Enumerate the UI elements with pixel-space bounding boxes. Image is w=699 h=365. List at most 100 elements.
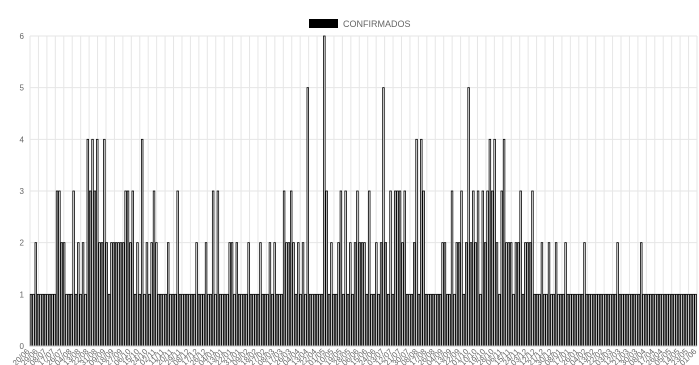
bar[interactable] <box>441 242 444 347</box>
bar[interactable] <box>379 242 383 347</box>
bar[interactable] <box>55 190 59 347</box>
bar[interactable] <box>150 242 153 347</box>
bar[interactable] <box>495 242 499 347</box>
bar[interactable] <box>491 190 494 347</box>
bar[interactable] <box>569 293 572 347</box>
bar[interactable] <box>93 190 97 347</box>
bar[interactable] <box>377 293 380 347</box>
bar[interactable] <box>358 242 361 347</box>
bar[interactable] <box>58 190 61 347</box>
bar[interactable] <box>528 242 532 347</box>
bar[interactable] <box>181 293 184 347</box>
bar[interactable] <box>320 293 324 347</box>
bar[interactable] <box>221 293 224 347</box>
bar[interactable] <box>41 293 45 347</box>
bar[interactable] <box>474 242 477 347</box>
bar[interactable] <box>39 293 42 347</box>
bar[interactable] <box>465 242 468 347</box>
bar[interactable] <box>602 293 605 347</box>
bar[interactable] <box>578 293 581 347</box>
bar[interactable] <box>230 242 234 347</box>
bar[interactable] <box>112 242 115 347</box>
bar[interactable] <box>337 242 340 347</box>
bar[interactable] <box>318 293 321 347</box>
bar[interactable] <box>228 242 231 347</box>
bar[interactable] <box>164 293 168 347</box>
bar[interactable] <box>133 293 137 347</box>
bar[interactable] <box>498 293 501 347</box>
bar[interactable] <box>285 242 288 347</box>
bar[interactable] <box>517 242 520 347</box>
bar[interactable] <box>88 190 92 347</box>
bar[interactable] <box>457 242 461 347</box>
bar[interactable] <box>455 242 458 347</box>
bar[interactable] <box>476 190 480 347</box>
bar[interactable] <box>637 293 641 347</box>
bar[interactable] <box>597 293 600 347</box>
bar[interactable] <box>583 242 586 347</box>
bar[interactable] <box>512 293 515 347</box>
bar[interactable] <box>566 293 570 347</box>
bar[interactable] <box>564 242 567 347</box>
bar[interactable] <box>65 293 68 347</box>
bar[interactable] <box>590 293 593 347</box>
bar[interactable] <box>136 242 139 347</box>
bar[interactable] <box>273 242 276 347</box>
bar[interactable] <box>103 138 106 347</box>
bar[interactable] <box>557 293 560 347</box>
bar[interactable] <box>436 293 440 347</box>
bar[interactable] <box>74 293 78 347</box>
bar[interactable] <box>105 242 108 347</box>
bar[interactable] <box>663 293 667 347</box>
bar[interactable] <box>640 242 643 347</box>
bar[interactable] <box>290 190 293 347</box>
bar[interactable] <box>398 190 402 347</box>
bar[interactable] <box>656 293 660 347</box>
bar[interactable] <box>202 293 205 347</box>
bar[interactable] <box>524 242 527 347</box>
bar[interactable] <box>252 293 255 347</box>
bar[interactable] <box>375 242 378 347</box>
bar[interactable] <box>632 293 636 347</box>
bar[interactable] <box>46 293 49 347</box>
bar[interactable] <box>401 242 404 347</box>
bar[interactable] <box>292 242 295 347</box>
bar[interactable] <box>148 293 151 347</box>
bar[interactable] <box>349 242 352 347</box>
bar[interactable] <box>53 293 56 347</box>
bar[interactable] <box>297 242 300 347</box>
bar[interactable] <box>195 242 198 347</box>
bar[interactable] <box>51 293 54 347</box>
bar[interactable] <box>183 293 186 347</box>
bar[interactable] <box>415 138 418 347</box>
bar[interactable] <box>245 293 248 347</box>
bar[interactable] <box>211 190 215 347</box>
bar[interactable] <box>618 293 622 347</box>
bar[interactable] <box>642 293 645 347</box>
bar[interactable] <box>472 190 475 347</box>
bar[interactable] <box>131 190 134 347</box>
bar[interactable] <box>174 293 177 347</box>
bar[interactable] <box>223 293 227 347</box>
bar[interactable] <box>462 293 466 347</box>
bar[interactable] <box>540 242 544 347</box>
bar[interactable] <box>604 293 607 347</box>
bar[interactable] <box>611 293 615 347</box>
bar[interactable] <box>616 242 619 347</box>
bar[interactable] <box>585 293 589 347</box>
bar[interactable] <box>493 138 496 347</box>
bar[interactable] <box>342 293 345 347</box>
bar[interactable] <box>554 242 558 347</box>
bar[interactable] <box>417 293 421 347</box>
bar[interactable] <box>72 190 75 347</box>
bar[interactable] <box>668 293 671 347</box>
bar[interactable] <box>644 293 648 347</box>
bar[interactable] <box>580 293 584 347</box>
bar[interactable] <box>282 190 286 347</box>
bar[interactable] <box>559 293 563 347</box>
bar[interactable] <box>226 293 229 347</box>
bar[interactable] <box>67 293 71 347</box>
bar[interactable] <box>689 293 693 347</box>
bar[interactable] <box>266 293 269 347</box>
bar[interactable] <box>313 293 317 347</box>
